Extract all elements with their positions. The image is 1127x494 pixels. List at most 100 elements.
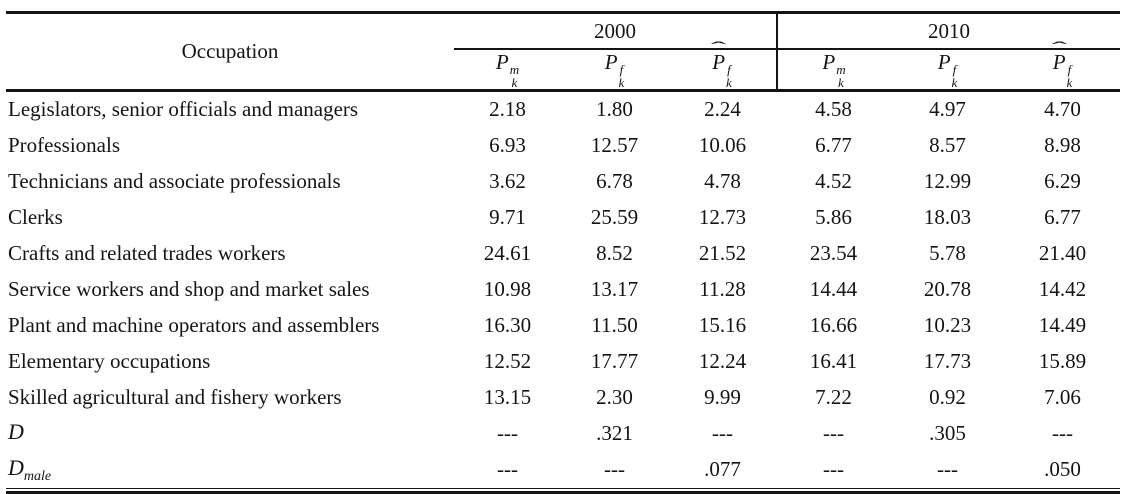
cell-value: 14.44 (809, 277, 858, 302)
row-label-D-male: Dmale (6, 451, 454, 489)
cell-value: 16.41 (809, 349, 858, 374)
cell-value: 10.23 (923, 313, 972, 338)
row-label: Elementary occupations (8, 349, 211, 374)
cell-value: 16.66 (809, 313, 858, 338)
cell-value: .050 (1005, 451, 1121, 489)
header-year-row: Occupation 2000 2010 (6, 12, 1121, 92)
cell-value: 9.71 (489, 205, 526, 230)
cell-value: .305 (929, 421, 966, 446)
superscript: m (836, 61, 846, 77)
cell-value: 2.30 (596, 385, 633, 410)
cell-value: 11.50 (591, 313, 638, 338)
row-label: Legislators, senior officials and manage… (8, 97, 359, 122)
cell-value: 4.52 (815, 169, 852, 194)
cell-value: 15.16 (698, 313, 747, 338)
cell-value: 1.80 (596, 97, 633, 122)
cell-value: --- (454, 451, 561, 489)
year-group-2010: 2010 (776, 12, 1121, 50)
cell-value: 0.92 (929, 385, 966, 410)
cell-value: --- (712, 421, 733, 446)
cell-value: 6.78 (596, 169, 633, 194)
superscript: f (1067, 61, 1072, 77)
row-label: Service workers and shop and market sale… (8, 277, 370, 302)
table-row: Clerks 9.71 25.59 12.73 5.86 18.03 6.77 (6, 200, 1120, 236)
row-label: Technicians and associate professionals (8, 169, 341, 194)
subscript: k (838, 74, 844, 90)
cell-value: 2.24 (704, 97, 741, 122)
cell-value: 6.29 (1044, 169, 1081, 194)
row-label: Skilled agricultural and fishery workers (8, 385, 342, 410)
cell-value: 13.15 (483, 385, 532, 410)
cell-value: 25.59 (590, 205, 639, 230)
cell-value: 24.61 (483, 241, 532, 266)
cell-value: 6.93 (489, 133, 526, 158)
cell-value: 4.58 (815, 97, 852, 122)
table-row: Professionals 6.93 12.57 10.06 6.77 8.57… (6, 128, 1120, 164)
subscript: k (951, 74, 958, 90)
row-label-D: D (6, 416, 454, 452)
cell-value: 12.57 (590, 133, 639, 158)
row-label: Professionals (8, 133, 120, 158)
cell-value: 21.40 (1038, 241, 1087, 266)
cell-value: 15.89 (1038, 349, 1087, 374)
cell-value: 4.70 (1044, 97, 1081, 122)
cell-value: 10.98 (483, 277, 532, 302)
cell-value: 11.28 (699, 277, 746, 302)
cell-value: 12.24 (698, 349, 747, 374)
cell-value: 14.49 (1038, 313, 1087, 338)
table-row-duncan-index: D --- .321 --- --- .305 --- (6, 416, 1120, 452)
year-group-2000: 2000 (454, 12, 778, 50)
table-row: Plant and machine operators and assemble… (6, 308, 1120, 344)
math-symbol: P (495, 50, 509, 74)
cell-value: 3.62 (489, 169, 526, 194)
superscript: f (619, 61, 624, 77)
cell-value: 21.52 (698, 241, 747, 266)
cell-value: 20.78 (923, 277, 972, 302)
row-label: Crafts and related trades workers (8, 241, 286, 266)
cell-value: 2.18 (489, 97, 526, 122)
cell-value: 7.06 (1044, 385, 1081, 410)
cell-value: --- (777, 451, 891, 489)
cell-value: 7.22 (815, 385, 852, 410)
cell-value: 8.98 (1044, 133, 1081, 158)
table-row: Service workers and shop and market sale… (6, 272, 1120, 308)
cell-value: 12.99 (923, 169, 972, 194)
cell-value: 6.77 (1044, 205, 1081, 230)
math-symbol: P (604, 50, 618, 74)
cell-value: 5.78 (929, 241, 966, 266)
superscript: f (727, 61, 731, 77)
table-row: Legislators, senior officials and manage… (6, 90, 1120, 128)
table-row-duncan-index-male: Dmale --- --- .077 --- --- .050 (6, 451, 1121, 489)
row-label: Clerks (8, 205, 63, 230)
subscript: k (618, 74, 625, 90)
cell-value: 16.30 (483, 313, 532, 338)
cell-value: --- (561, 451, 668, 489)
cell-value: 13.17 (590, 277, 639, 302)
subscript: k (726, 74, 732, 90)
superscript: f (952, 61, 957, 77)
superscript: m (509, 61, 520, 77)
cell-value: 4.97 (929, 97, 966, 122)
cell-value: --- (1052, 421, 1074, 446)
subscript: k (511, 74, 518, 90)
cell-value: 10.06 (698, 133, 747, 158)
subscript: k (1066, 74, 1073, 90)
cell-value: --- (823, 421, 844, 446)
row-label: Plant and machine operators and assemble… (8, 313, 380, 338)
cell-value: 23.54 (809, 241, 858, 266)
cell-value: .321 (596, 421, 633, 446)
cell-value: 8.52 (596, 241, 633, 266)
cell-value: 17.77 (590, 349, 639, 374)
math-variable: D (8, 454, 24, 480)
cell-value: 5.86 (815, 205, 852, 230)
table-row: Crafts and related trades workers 24.61 … (6, 236, 1120, 272)
